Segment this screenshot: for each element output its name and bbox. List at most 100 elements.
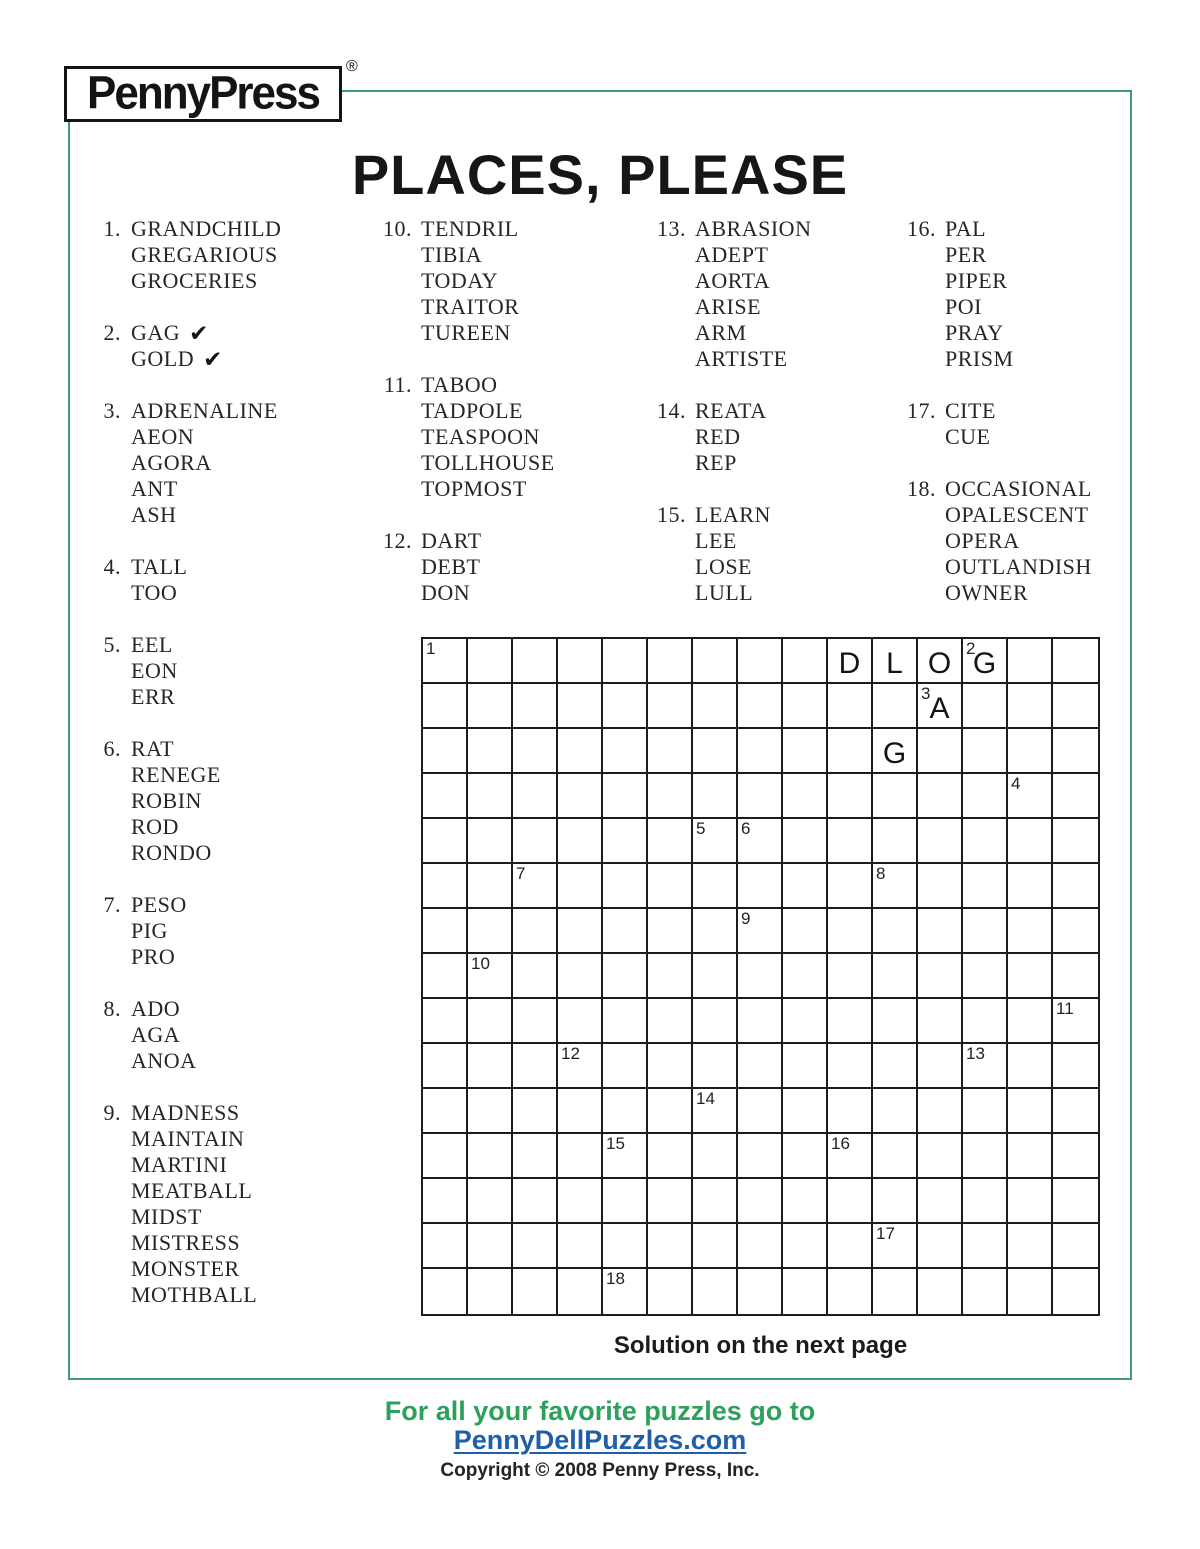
grid-cell[interactable] [603,639,648,684]
grid-cell[interactable] [873,1044,918,1089]
grid-cell[interactable] [1008,639,1053,684]
grid-cell[interactable] [783,954,828,999]
grid-cell[interactable] [1053,1224,1098,1269]
grid-cell[interactable] [558,954,603,999]
grid-cell[interactable] [738,684,783,729]
grid-cell[interactable] [918,954,963,999]
grid-cell[interactable] [648,909,693,954]
grid-cell[interactable] [783,1269,828,1314]
grid-cell[interactable] [423,954,468,999]
grid-cell[interactable] [783,1224,828,1269]
grid-cell[interactable] [558,1269,603,1314]
grid-cell[interactable]: 1 [423,639,468,684]
grid-cell[interactable] [468,1134,513,1179]
grid-cell[interactable] [1053,819,1098,864]
grid-cell[interactable] [738,1179,783,1224]
grid-cell[interactable]: 12 [558,1044,603,1089]
grid-cell[interactable] [468,1044,513,1089]
grid-cell[interactable] [873,774,918,819]
grid-cell[interactable] [648,639,693,684]
grid-cell[interactable] [1008,999,1053,1044]
grid-cell[interactable] [558,684,603,729]
grid-cell[interactable] [603,819,648,864]
grid-cell[interactable] [558,1089,603,1134]
grid-cell[interactable] [513,1044,558,1089]
grid-cell[interactable] [918,1089,963,1134]
grid-cell[interactable] [513,639,558,684]
grid-cell[interactable] [648,1089,693,1134]
grid-cell[interactable] [828,1224,873,1269]
grid-cell[interactable] [963,774,1008,819]
grid-cell[interactable] [603,909,648,954]
grid-cell[interactable]: D [828,639,873,684]
grid-cell[interactable] [963,999,1008,1044]
grid-cell[interactable] [963,684,1008,729]
grid-cell[interactable] [1053,774,1098,819]
grid-cell[interactable] [648,684,693,729]
grid-cell[interactable] [963,954,1008,999]
grid-cell[interactable] [468,999,513,1044]
grid-cell[interactable] [513,684,558,729]
grid-cell[interactable]: L [873,639,918,684]
grid-cell[interactable] [783,684,828,729]
grid-cell[interactable] [648,729,693,774]
grid-cell[interactable] [423,1134,468,1179]
grid-cell[interactable] [828,954,873,999]
grid-cell[interactable] [873,954,918,999]
grid-cell[interactable] [513,774,558,819]
grid-cell[interactable] [873,684,918,729]
grid-cell[interactable] [1008,1089,1053,1134]
grid-cell[interactable] [1053,729,1098,774]
grid-cell[interactable]: 17 [873,1224,918,1269]
grid-cell[interactable] [648,864,693,909]
grid-cell[interactable] [1053,864,1098,909]
grid-cell[interactable] [648,1134,693,1179]
grid-cell[interactable] [1053,954,1098,999]
grid-cell[interactable] [1053,684,1098,729]
grid-cell[interactable] [738,1089,783,1134]
grid-cell[interactable] [648,999,693,1044]
grid-cell[interactable] [918,819,963,864]
grid-cell[interactable] [918,774,963,819]
grid-cell[interactable] [513,954,558,999]
grid-cell[interactable] [603,774,648,819]
grid-cell[interactable] [783,729,828,774]
grid-cell[interactable] [1008,909,1053,954]
grid-cell[interactable] [693,1044,738,1089]
grid-cell[interactable] [873,999,918,1044]
grid-cell[interactable] [693,1179,738,1224]
grid-cell[interactable] [468,909,513,954]
grid-cell[interactable] [423,819,468,864]
grid-cell[interactable] [558,999,603,1044]
grid-cell[interactable] [873,1134,918,1179]
grid-cell[interactable] [828,684,873,729]
grid-cell[interactable] [513,1089,558,1134]
grid-cell[interactable] [963,1224,1008,1269]
grid-cell[interactable] [963,1089,1008,1134]
grid-cell[interactable] [468,729,513,774]
grid-cell[interactable] [558,1224,603,1269]
grid-cell[interactable] [648,1044,693,1089]
grid-cell[interactable] [423,1179,468,1224]
grid-cell[interactable] [693,864,738,909]
grid-cell[interactable] [648,819,693,864]
grid-cell[interactable] [873,1089,918,1134]
grid-cell[interactable] [423,684,468,729]
grid-cell[interactable] [783,1044,828,1089]
grid-cell[interactable] [738,729,783,774]
grid-cell[interactable] [693,729,738,774]
grid-cell[interactable] [1008,1179,1053,1224]
grid-cell[interactable] [918,1134,963,1179]
grid-cell[interactable] [738,864,783,909]
grid-cell[interactable] [783,1089,828,1134]
grid-cell[interactable] [783,1134,828,1179]
grid-cell[interactable] [1008,1224,1053,1269]
grid-cell[interactable] [783,819,828,864]
grid-cell[interactable] [423,1269,468,1314]
grid-cell[interactable] [828,1179,873,1224]
grid-cell[interactable] [693,774,738,819]
grid-cell[interactable] [513,729,558,774]
grid-cell[interactable] [873,909,918,954]
grid-cell[interactable] [513,1224,558,1269]
